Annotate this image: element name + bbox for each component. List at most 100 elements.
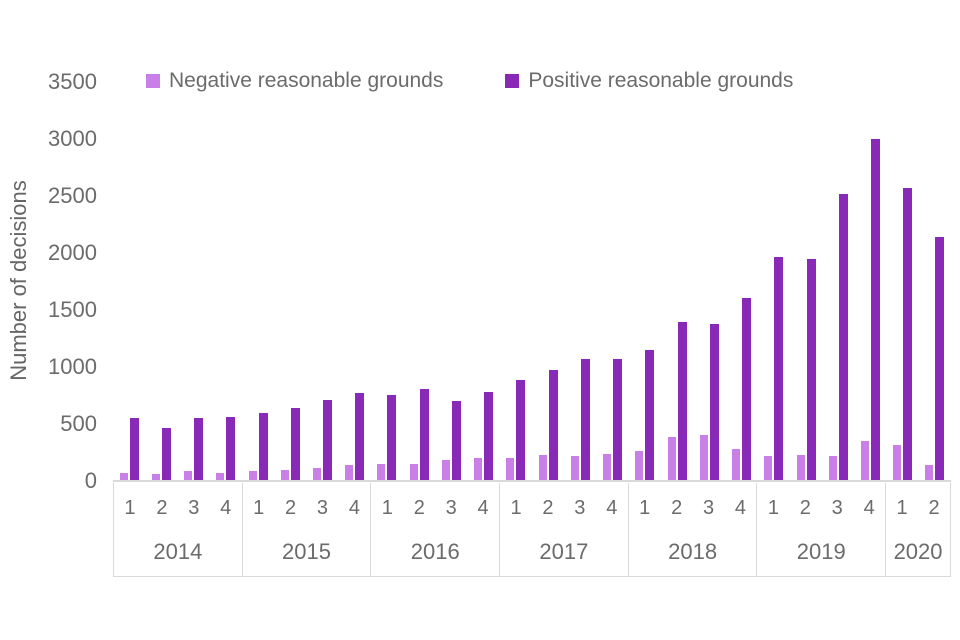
- legend-swatch-positive-icon: [505, 74, 520, 88]
- quarter-label-2014-q4: 4: [220, 496, 232, 519]
- bar-negative-2018-q1: [635, 450, 644, 480]
- legend-label-negative: Negative reasonable grounds: [169, 69, 444, 92]
- bar-group-2017-q3: [564, 81, 596, 480]
- bar-group-2015-q2: [274, 81, 306, 480]
- x-axis-group-2018: 1 2 3 4 2018: [629, 483, 758, 576]
- bar-negative-2016-q4: [474, 458, 483, 480]
- bar-positive-2019-q1: [774, 257, 784, 480]
- bar-group-2018-q4: [725, 81, 757, 480]
- bar-group-2014-q4: [210, 81, 242, 480]
- bar-positive-2017-q4: [613, 359, 623, 480]
- bar-negative-2014-q4: [216, 472, 225, 480]
- quarter-label-2014-q1: 1: [124, 496, 136, 519]
- bar-group-2018-q1: [629, 81, 661, 480]
- bar-group-2019-q1: [758, 81, 790, 480]
- bar-positive-2016-q3: [451, 401, 461, 480]
- bar-group-2016-q3: [435, 81, 467, 480]
- legend-item-negative: Negative reasonable grounds: [146, 69, 443, 93]
- quarter-label-2017-q3: 3: [574, 496, 586, 519]
- x-axis-group-2014: 1 2 3 4 2014: [113, 483, 243, 576]
- quarter-label-2016-q4: 4: [477, 496, 489, 519]
- y-tick-label-3000: 3000: [48, 126, 97, 151]
- bar-group-2020-q1: [887, 81, 919, 480]
- bar-negative-2016-q1: [377, 464, 386, 480]
- quarter-label-2015-q3: 3: [316, 496, 329, 519]
- bar-positive-2014-q2: [161, 427, 171, 480]
- quarter-label-2014-q2: 2: [156, 496, 168, 519]
- bar-negative-2020-q2: [925, 465, 934, 480]
- bar-group-2019-q3: [822, 81, 854, 480]
- bar-positive-2014-q3: [194, 418, 204, 480]
- bar-group-2015-q3: [306, 81, 338, 480]
- bar-negative-2019-q4: [861, 440, 869, 480]
- bar-positive-2019-q2: [806, 259, 816, 480]
- plot-area: [113, 81, 951, 482]
- bar-group-2014-q1: [113, 81, 145, 480]
- quarter-label-2019-q1: 1: [767, 496, 779, 519]
- bar-group-2017-q1: [500, 81, 532, 480]
- bar-positive-2016-q2: [419, 388, 429, 480]
- bar-positive-2014-q4: [226, 417, 236, 480]
- bar-group-2014-q2: [145, 81, 177, 480]
- bar-negative-2014-q3: [184, 471, 193, 480]
- bar-group-2017-q2: [532, 81, 564, 480]
- legend-item-positive: Positive reasonable grounds: [505, 69, 793, 93]
- bar-negative-2018-q2: [667, 436, 676, 480]
- year-label-2020: 2020: [893, 539, 943, 564]
- bar-negative-2014-q1: [119, 473, 128, 480]
- bar-negative-2015-q1: [248, 470, 257, 480]
- year-label-2016: 2016: [410, 539, 460, 564]
- bar-group-2018-q3: [693, 81, 725, 480]
- quarter-label-2019-q3: 3: [831, 496, 843, 519]
- bar-negative-2017-q3: [570, 455, 579, 480]
- bar-positive-2019-q3: [838, 193, 848, 480]
- x-axis-group-2020: 1 2 2020: [886, 483, 951, 576]
- bar-positive-2016-q1: [387, 395, 397, 480]
- y-tick-label-2500: 2500: [48, 183, 97, 208]
- year-label-2018: 2018: [668, 539, 718, 564]
- bar-group-2019-q4: [854, 81, 886, 480]
- bar-positive-2018-q2: [677, 321, 687, 480]
- bar-negative-2019-q1: [764, 456, 773, 480]
- quarter-label-2018-q1: 1: [639, 496, 651, 519]
- bar-negative-2016-q2: [409, 464, 418, 480]
- bar-positive-2018-q4: [742, 298, 752, 480]
- bar-negative-2016-q3: [441, 460, 450, 480]
- year-label-2014: 2014: [153, 539, 203, 564]
- y-tick-label-1500: 1500: [48, 297, 97, 322]
- bar-group-2017-q4: [597, 81, 629, 480]
- bar-positive-2020-q2: [935, 237, 945, 480]
- bar-group-2015-q4: [339, 81, 371, 480]
- quarter-label-2020-q1: 1: [896, 496, 908, 519]
- bar-positive-2017-q2: [548, 370, 558, 480]
- y-tick-label-2000: 2000: [48, 240, 97, 265]
- bar-negative-2020-q1: [893, 445, 902, 480]
- quarter-label-2016-q1: 1: [381, 496, 393, 519]
- x-axis-group-2019: 1 2 3 4 2019: [757, 483, 887, 576]
- bar-positive-2014-q1: [129, 417, 139, 480]
- quarter-label-2014-q3: 3: [188, 496, 200, 519]
- bar-group-2016-q1: [371, 81, 403, 480]
- bar-positive-2015-q3: [323, 399, 333, 480]
- bar-positive-2016-q4: [484, 391, 494, 480]
- x-axis-group-2016: 1 2 3 4 2016: [371, 483, 501, 576]
- bar-group-2016-q2: [403, 81, 435, 480]
- y-tick-label-3500: 3500: [48, 69, 97, 94]
- x-axis: 1 2 3 4 2014 1 2 3 4 2015 1 2 3 4 2016 1 2 3 4 2017 1 2 3 4 2018…: [113, 483, 951, 577]
- bar-negative-2014-q2: [151, 473, 160, 480]
- quarter-label-2018-q2: 2: [671, 496, 683, 519]
- bar-negative-2017-q2: [538, 454, 547, 480]
- bar-positive-2019-q4: [871, 138, 880, 480]
- legend-swatch-negative-icon: [146, 74, 160, 88]
- bar-negative-2019-q2: [796, 454, 805, 480]
- bar-positive-2017-q3: [580, 359, 590, 480]
- bar-group-2020-q2: [919, 81, 951, 480]
- y-tick-label-0: 0: [84, 468, 97, 493]
- quarter-label-2019-q2: 2: [799, 496, 811, 519]
- year-label-2015: 2015: [282, 539, 331, 564]
- bar-negative-2018-q4: [732, 448, 741, 480]
- bar-positive-2015-q4: [355, 392, 365, 480]
- year-label-2019: 2019: [796, 539, 846, 564]
